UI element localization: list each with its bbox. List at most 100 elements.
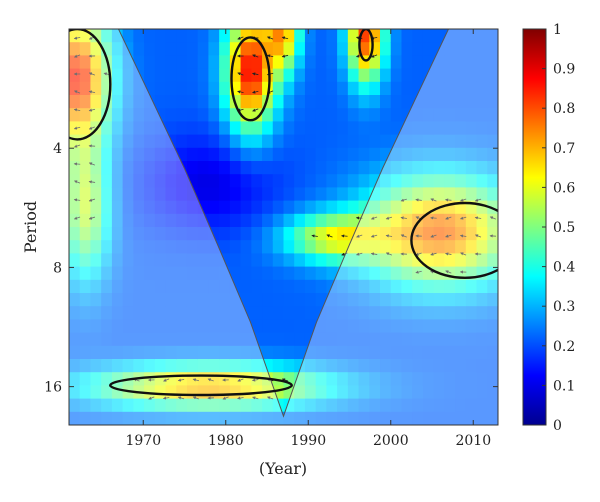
heatmap-cell — [294, 187, 306, 202]
heatmap-cell — [337, 187, 349, 202]
heatmap-cell — [208, 68, 220, 83]
heatmap-cell — [444, 240, 456, 254]
heatmap-cell — [380, 174, 392, 188]
heatmap-cell — [165, 227, 177, 241]
heatmap-cell — [262, 411, 274, 425]
heatmap-cell — [433, 95, 445, 109]
heatmap-cell — [122, 398, 134, 413]
heatmap-cell — [208, 161, 220, 175]
heatmap-cell — [390, 319, 403, 334]
heatmap-cell — [390, 279, 403, 294]
heatmap-cell — [262, 266, 274, 281]
heatmap-cell — [455, 293, 467, 307]
heatmap-cell — [380, 200, 392, 215]
heatmap-cell — [401, 279, 413, 294]
heatmap-cell — [337, 411, 349, 425]
heatmap-cell — [122, 279, 134, 294]
heatmap-cell — [487, 81, 498, 96]
heatmap-cell — [69, 95, 81, 109]
heatmap-cell — [358, 29, 370, 43]
heatmap-cell — [240, 95, 252, 109]
heatmap-cell — [487, 345, 498, 360]
heatmap-cell — [476, 187, 488, 202]
heatmap-cell — [229, 81, 242, 96]
heatmap-cell — [197, 398, 210, 413]
heatmap-cell — [154, 121, 167, 136]
heatmap-cell — [154, 359, 167, 373]
heatmap-cell — [283, 293, 295, 307]
heatmap-cell — [154, 68, 167, 83]
heatmap-cell — [197, 68, 210, 83]
heatmap-cell — [165, 134, 177, 149]
heatmap-cell — [208, 121, 220, 136]
heatmap-cell — [326, 332, 338, 347]
heatmap-cell — [229, 147, 242, 162]
heatmap-cell — [433, 411, 445, 425]
heatmap-cell — [165, 213, 177, 228]
heatmap-cell — [294, 68, 306, 83]
heatmap-cell — [229, 121, 242, 136]
heatmap-cell — [144, 293, 156, 307]
heatmap-cell — [487, 147, 498, 162]
heatmap-cell — [154, 411, 167, 425]
heatmap-cell — [79, 95, 92, 109]
heatmap-cell — [476, 147, 488, 162]
heatmap-cell — [455, 29, 467, 43]
heatmap-cell — [498, 69, 509, 83]
heatmap-cell — [337, 319, 349, 334]
heatmap-cell — [455, 95, 467, 109]
heatmap-cell — [208, 411, 220, 425]
heatmap-cell — [219, 306, 231, 320]
heatmap-cell — [358, 227, 370, 241]
heatmap-cell — [69, 161, 81, 175]
heatmap-cell — [122, 95, 134, 109]
heatmap-cell — [476, 213, 488, 228]
heatmap-cell — [380, 345, 392, 360]
heatmap-cell — [455, 200, 467, 215]
heatmap-cell — [369, 306, 381, 320]
heatmap-cell — [337, 121, 349, 136]
heatmap-cell — [186, 359, 199, 373]
heatmap-cell — [412, 306, 424, 320]
heatmap-cell — [315, 147, 327, 162]
heatmap-cell — [133, 279, 145, 294]
heatmap-cell — [197, 161, 210, 175]
heatmap-cell — [101, 411, 113, 425]
heatmap-cell — [294, 134, 306, 149]
heatmap-cell — [90, 147, 102, 162]
heatmap-cell — [412, 398, 424, 413]
heatmap-cell — [251, 253, 263, 268]
y-tick-label: 4 — [53, 141, 62, 157]
heatmap-cell — [347, 279, 360, 294]
heatmap-cell — [433, 147, 445, 162]
heatmap-cell — [197, 147, 210, 162]
heatmap-cell — [283, 121, 295, 136]
heatmap-cell — [347, 121, 360, 136]
heatmap-cell — [240, 332, 252, 347]
heatmap-cell — [229, 227, 242, 241]
heatmap-cell — [154, 147, 167, 162]
heatmap-cell — [326, 174, 338, 188]
phase-arrow — [252, 396, 259, 400]
heatmap-cell — [476, 68, 488, 83]
heatmap-cell — [444, 147, 456, 162]
heatmap-cell — [262, 398, 274, 413]
heatmap-cell — [444, 55, 456, 70]
heatmap-cell — [272, 42, 285, 56]
heatmap-cell — [165, 108, 177, 122]
heatmap-cell — [358, 306, 370, 320]
phase-arrow — [237, 378, 244, 382]
heatmap-cell — [165, 187, 177, 202]
heatmap-cell — [133, 359, 145, 373]
heatmap-cell — [422, 398, 435, 413]
heatmap-cell — [283, 385, 295, 400]
heatmap-cell — [433, 108, 445, 122]
heatmap-cell — [79, 29, 92, 43]
heatmap-cell — [315, 42, 327, 56]
heatmap-cell — [422, 200, 435, 215]
heatmap-cell — [208, 279, 220, 294]
heatmap-cell — [487, 332, 498, 347]
heatmap-cell — [186, 372, 199, 386]
heatmap-cell — [369, 147, 381, 162]
heatmap-cell — [111, 134, 124, 149]
